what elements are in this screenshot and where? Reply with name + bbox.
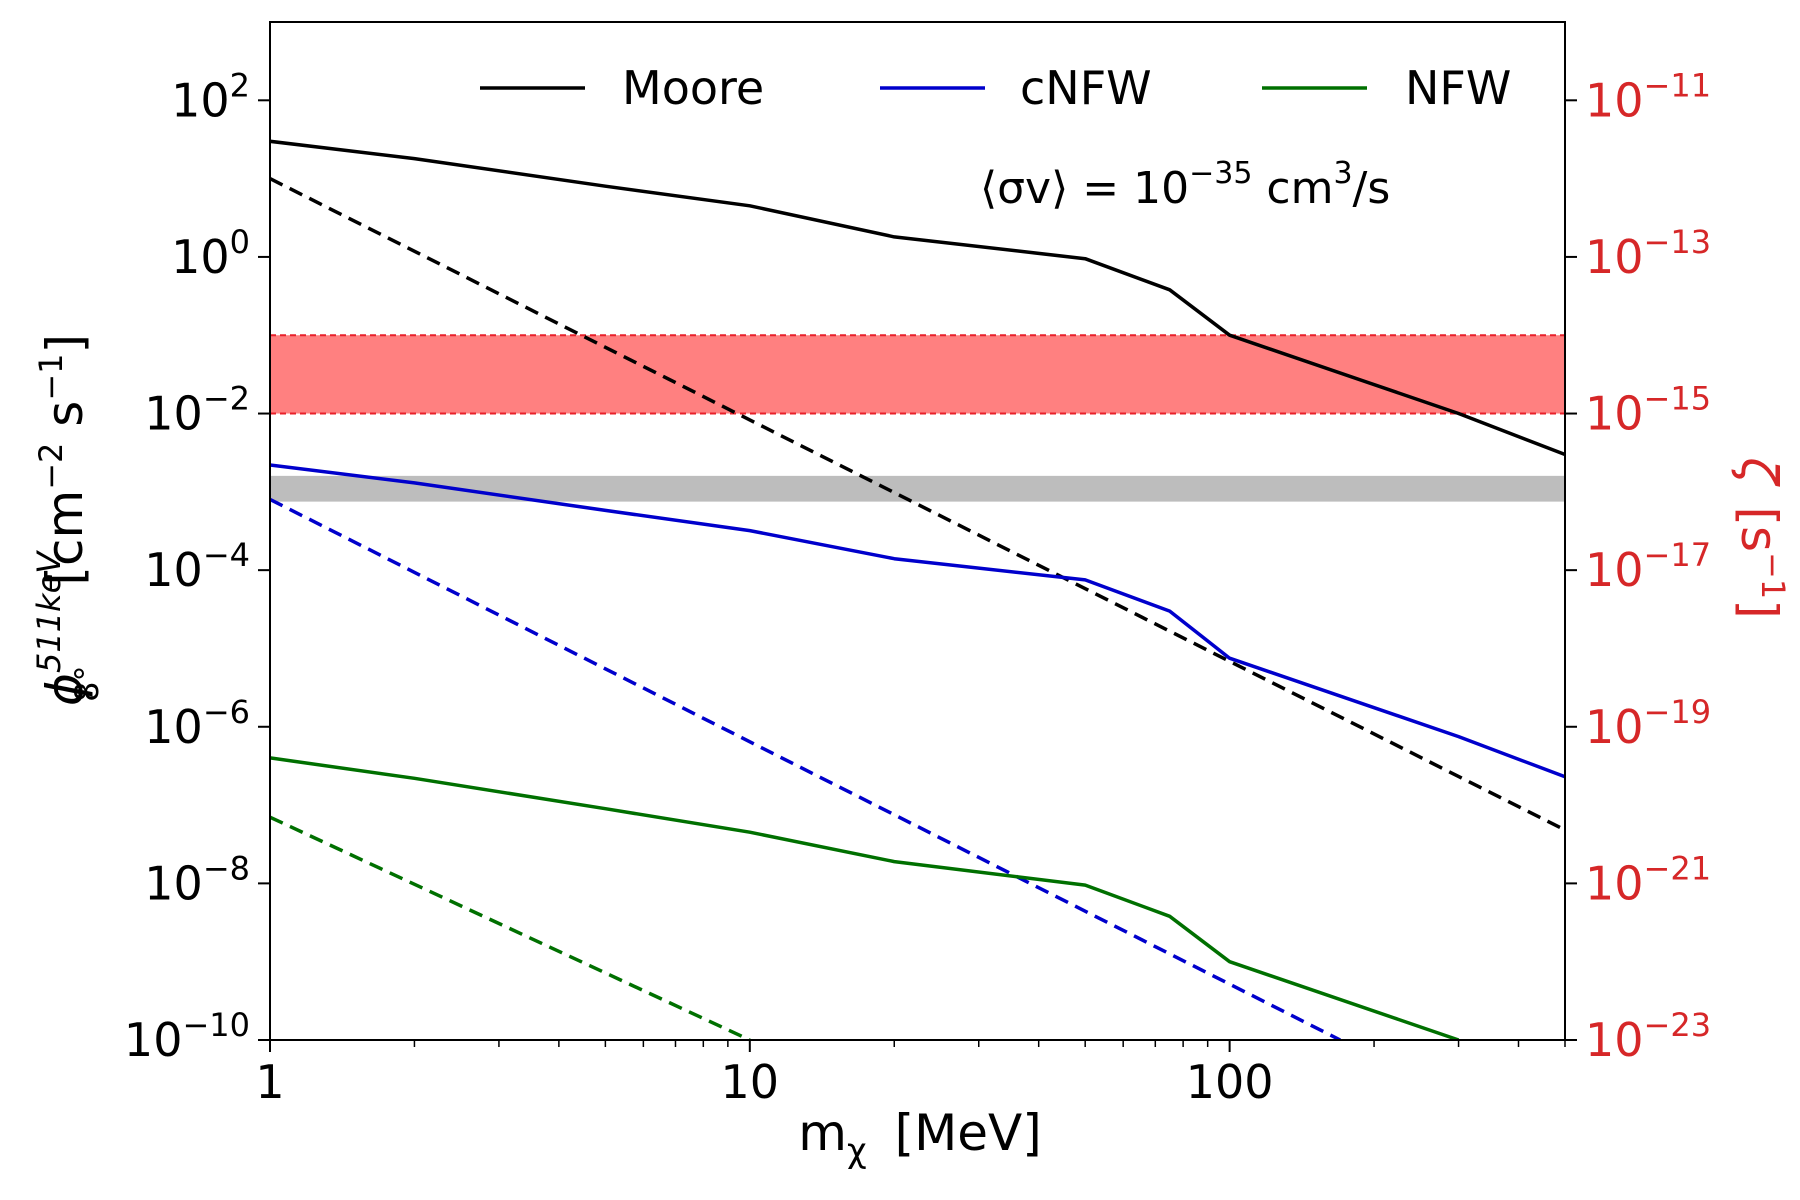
- y2-axis-label: ζ[s−1]: [1730, 456, 1792, 618]
- x-axis-label: mχ [MeV]: [798, 1104, 1041, 1171]
- y-tick-label: 10−6: [144, 693, 250, 754]
- series-moore-dashed-line: [270, 177, 1565, 832]
- legend: Moore cNFW NFW: [480, 61, 1511, 115]
- legend-label-nfw: NFW: [1405, 61, 1511, 115]
- legend-label-moore: Moore: [622, 61, 764, 115]
- y2-tick-label: 10−23: [1585, 1006, 1711, 1067]
- x-tick-label: 10: [721, 1055, 780, 1109]
- series-cnfw-solid-line: [270, 463, 1565, 779]
- y2-tick-label: 10−19: [1585, 693, 1711, 754]
- ticks-layer: 1 10 100 102 100 10−2 10−4 10−6 10−8 10−10 10−11 10…: [124, 66, 1711, 1109]
- y-tick-label: 10−8: [144, 849, 250, 910]
- cross-section-annotation: ⟨σv⟩ = 10−35 cm3/s: [980, 156, 1390, 214]
- series-nfw-solid-line: [270, 756, 1460, 1040]
- series-nfw-dashed-line: [270, 815, 751, 1040]
- bands-layer: [270, 334, 1565, 502]
- y2-tick-label: 10−17: [1585, 536, 1711, 597]
- series-moore-solid-line: [270, 139, 1565, 457]
- series-cnfw-dashed-line: [270, 497, 1341, 1040]
- y-tick-label: 10−10: [124, 1006, 250, 1067]
- y-tick-label: 10−4: [144, 536, 250, 597]
- x-tick-label: 1: [255, 1055, 284, 1109]
- plot-frame: [269, 21, 1566, 1041]
- y2-tick-label: 10−13: [1585, 223, 1711, 284]
- y2-tick-label: 10−15: [1585, 380, 1711, 441]
- band-1: [270, 475, 1565, 502]
- band-0: [270, 335, 1565, 414]
- y2-tick-label: 10−11: [1585, 66, 1711, 127]
- y-axis-label: ϕ511keV8°[cm−2 s−1]: [30, 334, 106, 706]
- y-tick-label: 100: [171, 223, 250, 284]
- legend-label-cnfw: cNFW: [1020, 61, 1152, 115]
- y-tick-label: 102: [171, 66, 250, 127]
- series-layer: [270, 139, 1565, 1040]
- y2-tick-label: 10−21: [1585, 849, 1711, 910]
- x-tick-label: 100: [1186, 1055, 1274, 1109]
- y-tick-label: 10−2: [144, 380, 250, 441]
